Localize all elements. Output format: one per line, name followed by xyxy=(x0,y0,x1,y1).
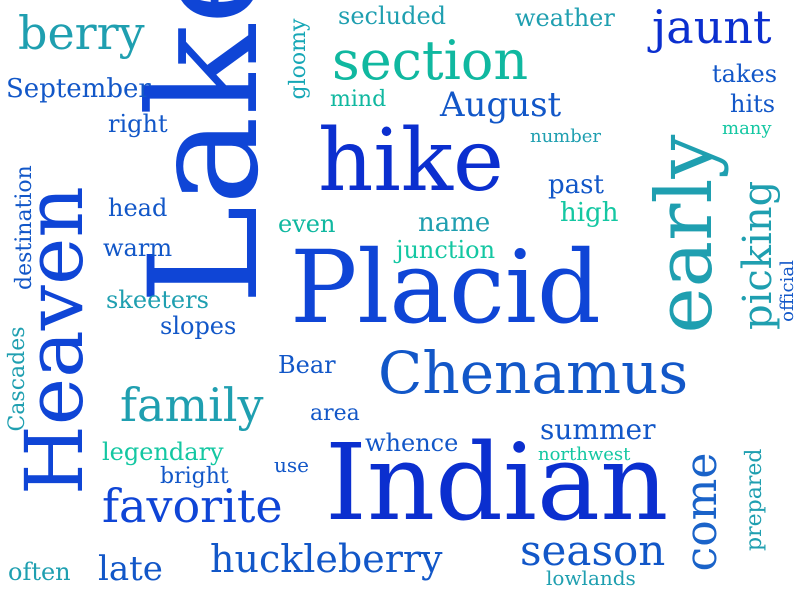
word-august: August xyxy=(440,85,562,125)
word-hike: hike xyxy=(318,111,504,211)
word-right: right xyxy=(108,110,168,138)
word-legendary: legendary xyxy=(102,438,224,466)
word-use: use xyxy=(274,453,309,477)
word-official: official xyxy=(777,260,798,322)
word-section: section xyxy=(332,29,529,92)
word-season: season xyxy=(520,526,666,575)
word-family: family xyxy=(120,378,264,432)
word-high: high xyxy=(560,198,619,228)
word-bear: Bear xyxy=(278,351,336,379)
word-destination: destination xyxy=(12,165,37,290)
word-placid: Placid xyxy=(290,229,601,346)
word-many: many xyxy=(722,118,772,139)
word-northwest: northwest xyxy=(538,444,631,465)
word-picking: picking xyxy=(735,180,781,330)
word-cascades: Cascades xyxy=(5,326,30,432)
word-bright: bright xyxy=(160,464,229,489)
word-september: September xyxy=(6,74,151,104)
word-huckleberry: huckleberry xyxy=(210,537,443,581)
word-warm: warm xyxy=(103,234,173,262)
word-jaunt: jaunt xyxy=(652,0,772,54)
word-even: even xyxy=(278,210,336,238)
word-whence: whence xyxy=(365,429,459,457)
word-area: area xyxy=(310,401,360,426)
word-late: late xyxy=(98,549,163,589)
word-lake: Lake xyxy=(118,0,292,305)
word-prepared: prepared xyxy=(742,448,767,551)
word-weather: weather xyxy=(515,4,615,32)
word-number: number xyxy=(530,126,602,147)
word-head: head xyxy=(108,194,168,222)
word-berry: berry xyxy=(18,6,145,60)
word-mind: mind xyxy=(330,87,387,112)
word-indian: Indian xyxy=(325,421,669,544)
word-secluded: secluded xyxy=(338,2,447,30)
word-hits: hits xyxy=(730,90,776,118)
word-chenamus: Chenamus xyxy=(378,339,689,407)
word-past: past xyxy=(548,170,604,200)
word-lowlands: lowlands xyxy=(546,566,636,590)
word-junction: junction xyxy=(396,236,496,264)
word-early: early xyxy=(640,134,730,334)
word-name: name xyxy=(418,208,491,238)
word-summer: summer xyxy=(540,413,656,446)
word-skeeters: skeeters xyxy=(106,286,209,314)
word-gloomy: gloomy xyxy=(286,18,311,100)
word-takes: takes xyxy=(712,60,778,88)
word-often: often xyxy=(8,558,71,586)
word-slopes: slopes xyxy=(160,312,237,340)
word-favorite: favorite xyxy=(102,479,283,533)
word-come: come xyxy=(676,452,727,572)
